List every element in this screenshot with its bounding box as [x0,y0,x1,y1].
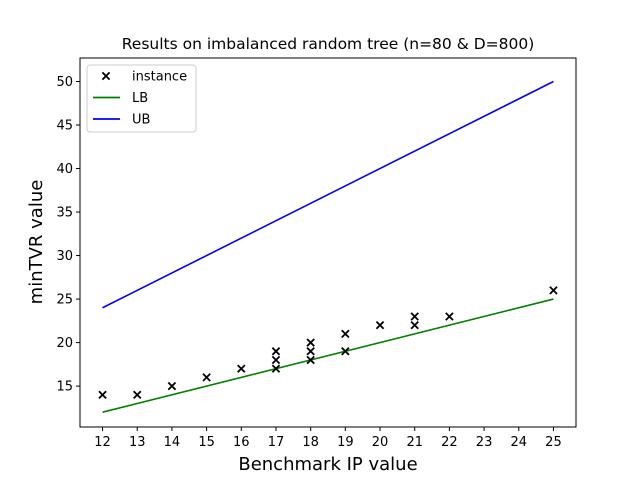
legend-label: instance [132,70,187,85]
x-tick-label: 20 [372,435,389,450]
y-tick-label: 35 [56,206,73,221]
x-tick-label: 12 [94,435,111,450]
x-tick-label: 16 [233,435,250,450]
legend-label: UB [132,113,150,128]
x-tick-label: 14 [164,435,181,450]
x-axis-ticks: 12 13 14 15 16 17 18 19 20 21 22 23 24 25 [94,427,562,450]
x-tick-label: 15 [198,435,215,450]
scatter-point [237,364,246,373]
plot-frame [79,57,577,428]
x-tick-label: 13 [129,435,146,450]
scatter-point [341,347,350,356]
y-tick-label: 25 [56,293,73,308]
scatter-point [132,390,142,400]
scatter-point [271,364,281,373]
legend-item-lb: LB [93,91,148,106]
scatter-point [445,312,454,321]
legend-label: LB [132,91,148,106]
legend-item-instance: instance [101,70,187,85]
plot-marks [98,80,558,413]
legend: instance LB UB [86,64,197,133]
scatter-point [306,338,315,347]
legend-marker-x [101,71,111,81]
x-tick-label: 23 [476,435,493,450]
scatter-point [306,347,315,356]
scatter-point [271,355,281,365]
x-tick-label: 17 [268,435,285,450]
y-axis-label: minTVR value [26,180,47,305]
y-tick-label: 30 [56,249,73,264]
series-line-lb [102,298,554,413]
y-tick-label: 15 [56,380,73,395]
x-tick-label: 21 [406,435,423,450]
scatter-point [202,373,211,382]
legend-item-ub: UB [93,113,150,128]
y-axis-ticks: 15 20 25 30 35 40 45 50 [56,75,80,395]
legend-box [86,64,197,133]
y-tick-label: 45 [56,119,73,134]
x-tick-label: 25 [545,435,562,450]
x-tick-label: 18 [302,435,319,450]
y-tick-label: 40 [56,162,73,177]
chart-title: Results on imbalanced random tree (n=80 … [122,35,535,53]
series-line-ub [102,80,554,309]
scatter-point [306,355,315,365]
scatter-point [167,381,177,391]
scatter-point [549,286,558,295]
x-tick-label: 19 [337,435,354,450]
scatter-point [410,320,419,330]
x-tick-label: 22 [441,435,458,450]
scatter-point [410,312,419,321]
scatter-point [375,320,385,330]
scatter-point [98,390,107,400]
scatter-point [271,347,281,356]
y-tick-label: 20 [56,336,73,351]
scatter-point [341,329,350,339]
x-tick-label: 24 [510,435,527,450]
x-axis-label: Benchmark IP value [238,454,417,475]
y-tick-label: 50 [56,75,73,90]
